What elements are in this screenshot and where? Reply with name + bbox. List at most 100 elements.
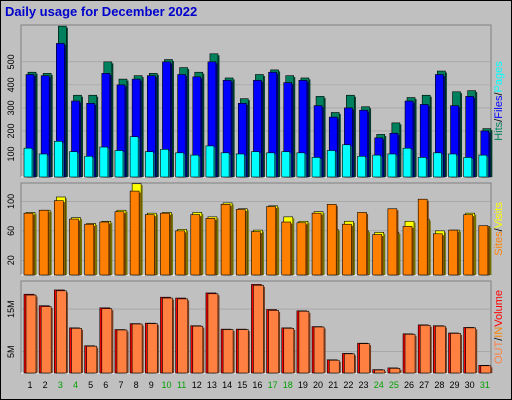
pages-bar	[160, 149, 170, 178]
legend-hits-files-pages-part: Pages	[493, 61, 505, 93]
kbytes-out-bar-shadow	[233, 331, 235, 373]
kbytes-out-bar-shadow	[172, 299, 174, 373]
y-tick-label-1: 300	[6, 100, 16, 115]
hits-bar-shadow	[430, 96, 432, 177]
x-tick-label: 4	[73, 380, 78, 390]
kbytes-out-bar-body	[101, 308, 113, 374]
legend-volume-part: /	[493, 337, 505, 341]
kbytes-out-bar-shadow	[157, 325, 159, 373]
files-bar-shadow	[428, 105, 430, 177]
kbytes-out-bar-body	[419, 324, 431, 374]
files-bar-shadow	[276, 73, 279, 177]
pages-bar	[54, 141, 64, 178]
kbytes-out-bar	[465, 327, 478, 374]
visits-bar-shadow	[383, 233, 386, 275]
pages-bar	[235, 153, 246, 178]
sites-bar-body	[129, 190, 140, 276]
hits-bar-shadow	[354, 96, 356, 177]
y-tick-label-2: 60	[6, 226, 16, 236]
files-bar-shadow	[473, 97, 476, 177]
files-bar-shadow	[306, 81, 309, 177]
hits-bar-shadow	[248, 100, 250, 177]
hits-bar-shadow	[217, 55, 220, 177]
visits-bar-shadow	[338, 230, 340, 275]
pages-bar-shadow	[320, 158, 322, 177]
sites-bar-body	[23, 212, 34, 276]
sites-bar-body	[38, 209, 49, 276]
sites-bar	[342, 223, 353, 276]
pages-bar-body	[69, 151, 78, 178]
pages-bar	[296, 152, 307, 178]
files-bar-shadow	[79, 102, 81, 177]
x-tick-label: 28	[434, 380, 444, 390]
kbytes-out-bar-body	[162, 297, 173, 374]
hits-bar-shadow	[111, 63, 114, 178]
sites-bar	[326, 204, 338, 276]
kbytes-out-bar	[237, 329, 250, 374]
sites-bar	[266, 206, 278, 276]
visits-bar-shadow	[429, 220, 431, 275]
visits-bar-shadow	[156, 214, 158, 275]
hits-bar-shadow	[96, 96, 99, 177]
pages-bar	[417, 157, 428, 178]
kbytes-out-bar	[86, 345, 99, 374]
x-tick-label: 19	[298, 380, 308, 390]
hits-bar-shadow	[475, 92, 478, 177]
files-bar-shadow	[170, 63, 172, 178]
pages-bar-shadow	[411, 149, 413, 177]
kbytes-out-bar-shadow	[369, 345, 372, 373]
kbytes-out-bar-body	[71, 327, 82, 374]
y-tick-label-3: 5M	[6, 345, 16, 358]
sites-bar-body	[235, 209, 246, 276]
kbytes-out-bar-shadow	[475, 329, 478, 373]
kbytes-out-bar-body	[283, 327, 295, 374]
kbytes-out-bar-shadow	[202, 327, 205, 373]
sites-bar-body	[357, 212, 367, 276]
sites-bar-shadow	[199, 216, 202, 275]
hits-bar-shadow	[126, 80, 129, 177]
kbytes-out-bar-body	[207, 293, 219, 374]
kbytes-out-bar-body	[328, 359, 340, 374]
hits-bar-shadow	[278, 71, 281, 177]
files-bar-shadow	[382, 139, 385, 177]
sites-bar-body	[417, 198, 428, 276]
pages-bar	[251, 151, 261, 178]
pages-bar	[311, 157, 322, 178]
hits-bar-shadow	[384, 135, 387, 177]
pages-bar	[38, 153, 49, 178]
sites-bar	[54, 200, 65, 276]
kbytes-out-bar-body	[86, 345, 97, 374]
sites-bar	[69, 218, 80, 276]
x-tick-label: 24	[374, 380, 384, 390]
sites-bar	[311, 212, 323, 276]
pages-bar	[433, 152, 443, 178]
kbytes-out-bar	[131, 323, 144, 374]
visits-bar-shadow	[141, 185, 143, 275]
files-bar-shadow	[140, 80, 142, 177]
visits-bar-shadow	[232, 204, 234, 275]
hits-bar-shadow	[460, 93, 463, 177]
sites-bar-shadow	[214, 219, 217, 275]
visits-bar-shadow	[353, 222, 355, 275]
kbytes-out-bar-shadow	[126, 331, 129, 373]
sites-bar-body	[205, 218, 216, 276]
kbytes-out-bar	[253, 284, 265, 374]
sites-bar-body	[387, 208, 398, 276]
kbytes-out-bar-body	[268, 310, 279, 374]
sites-bar-shadow	[427, 200, 429, 275]
kbytes-out-bar-body	[435, 325, 446, 374]
sites-bar-body	[84, 223, 94, 276]
x-tick-label: 5	[88, 380, 93, 390]
pages-bar	[402, 147, 413, 178]
legend-visits-sites-part: /	[493, 227, 505, 231]
pages-bar-body	[478, 154, 488, 178]
sites-bar	[175, 230, 187, 276]
sites-bar-shadow	[351, 225, 353, 275]
sites-bar-body	[160, 212, 170, 276]
visits-bar-shadow	[125, 211, 128, 275]
sites-bar-shadow	[305, 224, 308, 275]
kbytes-out-bar-shadow	[248, 331, 250, 373]
kbytes-out-bar-body	[480, 365, 492, 374]
pages-bar-shadow	[153, 153, 155, 177]
visits-bar-shadow	[65, 198, 67, 275]
